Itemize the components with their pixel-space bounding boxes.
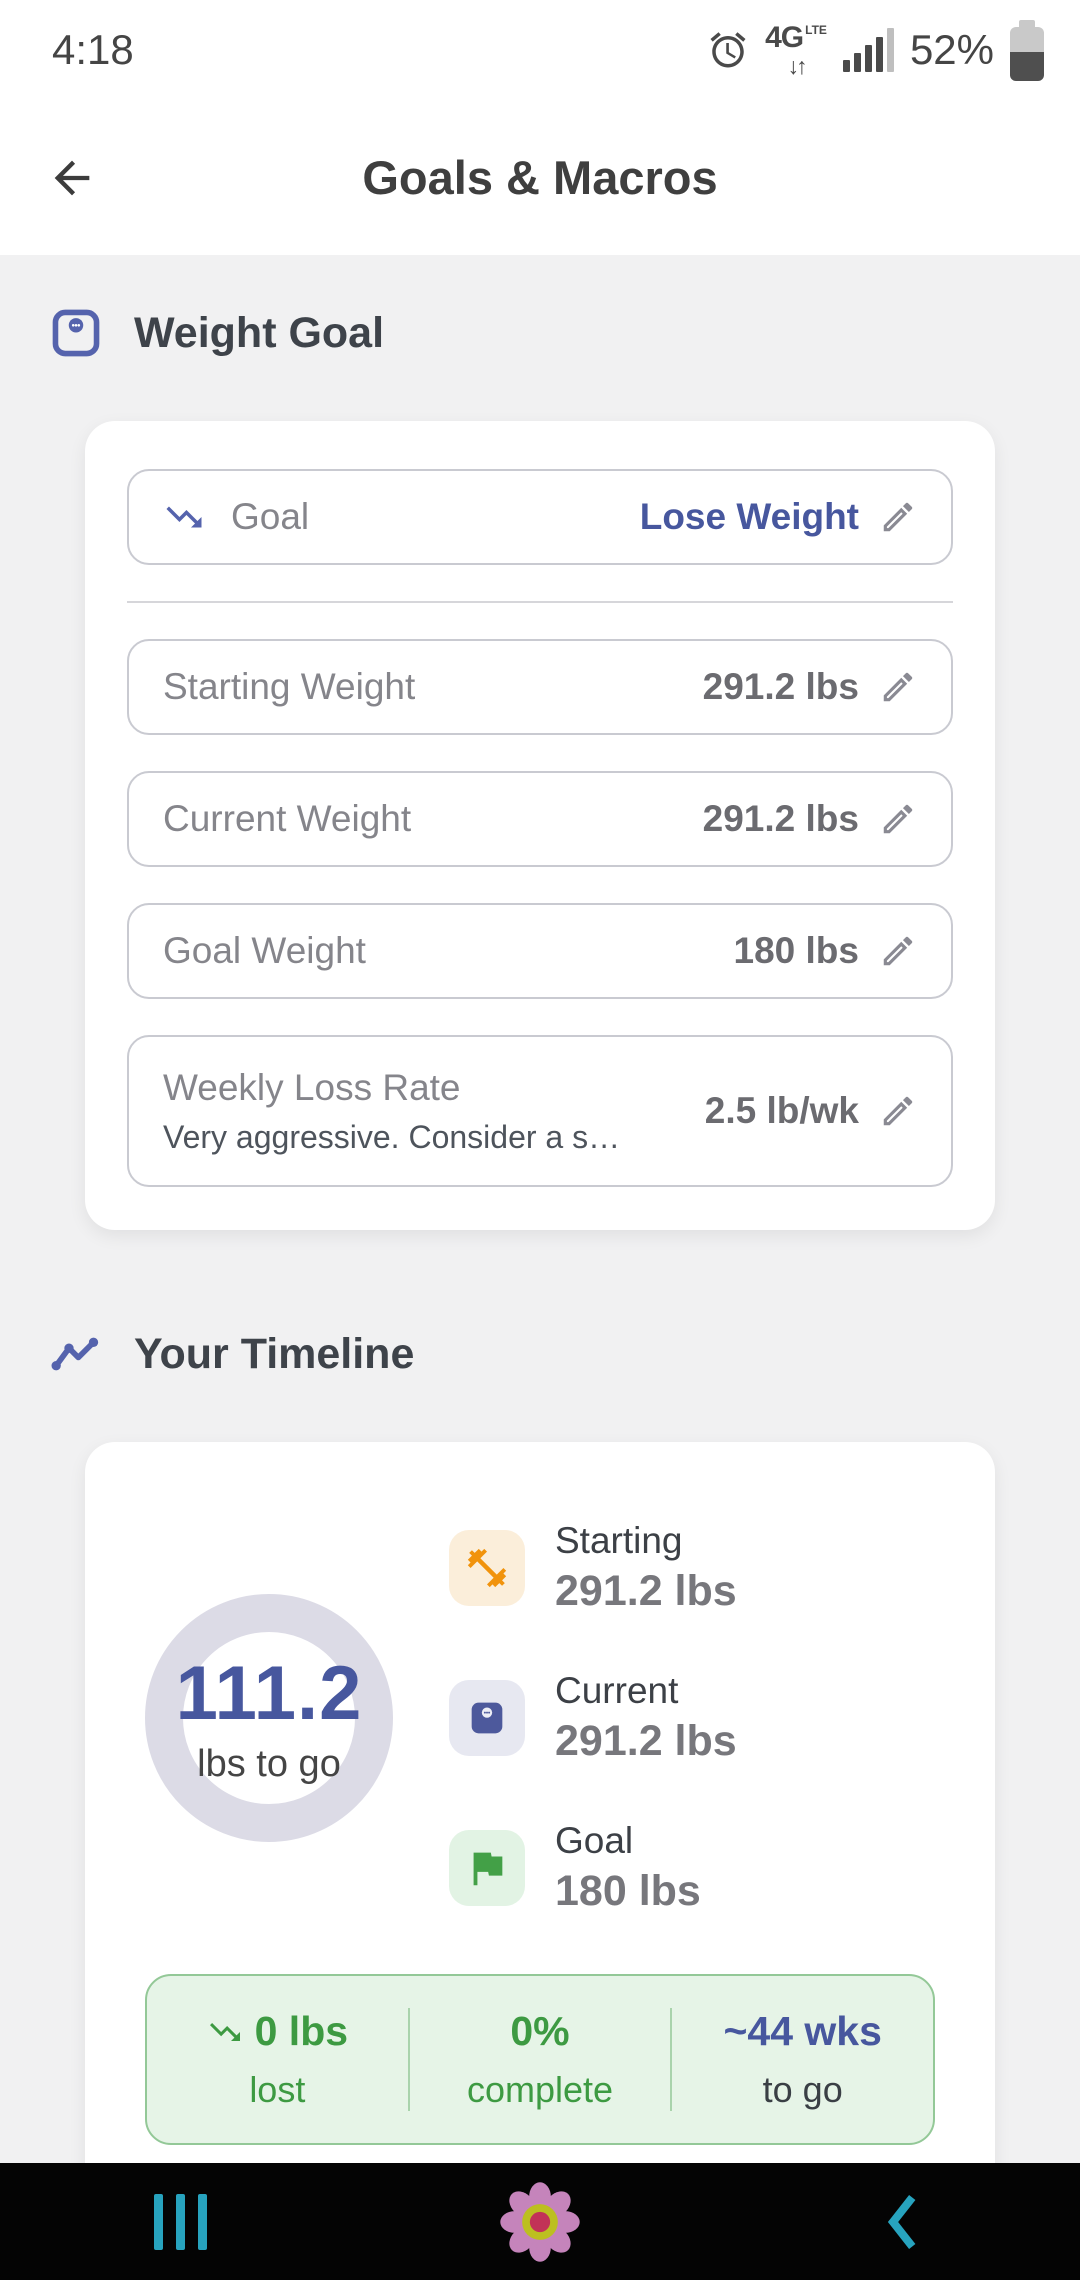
legend-item-current: Current 291.2 lbs <box>449 1670 737 1766</box>
weight-goal-section-header: Weight Goal <box>48 305 1080 361</box>
weekly-loss-rate-row[interactable]: Weekly Loss Rate Very aggressive. Consid… <box>127 1035 953 1187</box>
back-chevron-icon <box>887 2194 916 2249</box>
battery-icon <box>1010 19 1044 81</box>
edit-pencil-icon[interactable] <box>879 800 917 838</box>
battery-percent: 52% <box>909 26 994 73</box>
legend-value: 180 lbs <box>555 1867 701 1915</box>
alarm-icon <box>710 32 746 68</box>
goal-weight-label: Goal Weight <box>163 930 366 971</box>
legend-item-goal: Goal 180 lbs <box>449 1820 737 1916</box>
clock-time: 4:18 <box>52 26 134 73</box>
recent-apps-icon <box>153 2193 207 2250</box>
starting-weight-value: 291.2 lbs <box>702 666 859 707</box>
weight-scale-icon <box>52 309 100 357</box>
recent-apps-button[interactable] <box>0 2163 360 2280</box>
current-weight-value: 291.2 lbs <box>702 798 859 839</box>
home-button[interactable] <box>360 2163 720 2280</box>
edit-pencil-icon[interactable] <box>879 498 917 536</box>
arrow-left-icon <box>54 160 90 195</box>
stat-value: ~44 wks <box>723 2008 882 2054</box>
weekly-loss-rate-warning: Very aggressive. Consider a s… <box>163 1118 621 1155</box>
network-subtype: LTE <box>805 22 827 37</box>
page-title: Goals & Macros <box>362 151 718 204</box>
goal-label: Goal <box>231 496 310 537</box>
legend-label: Goal <box>555 1820 634 1861</box>
back-button[interactable] <box>44 150 100 206</box>
edit-pencil-icon[interactable] <box>879 668 917 706</box>
legend-value: 291.2 lbs <box>555 1717 737 1765</box>
timeline-card: 111.2 lbs to go Starting 291.2 lbs <box>85 1442 995 2201</box>
updown-arrows-icon: ↓↑ <box>787 52 808 79</box>
stat-weeks-to-go: ~44 wks to go <box>670 2008 933 2111</box>
lbs-to-go-caption: lbs to go <box>197 1743 341 1785</box>
weight-goal-card: Goal Lose Weight Starting Weight 291.2 l… <box>85 421 995 1230</box>
flag-icon <box>449 1830 525 1906</box>
flower-home-icon <box>500 2181 580 2262</box>
legend-value: 291.2 lbs <box>555 1567 737 1615</box>
stat-label: lost <box>249 2069 306 2110</box>
weekly-loss-rate-value: 2.5 lb/wk <box>704 1090 859 1131</box>
edit-pencil-icon[interactable] <box>879 932 917 970</box>
stat-label: to go <box>762 2069 843 2110</box>
divider <box>127 601 953 603</box>
legend-label: Starting <box>555 1520 683 1561</box>
back-nav-button[interactable] <box>720 2163 1080 2280</box>
current-weight-label: Current Weight <box>163 798 412 839</box>
goal-value: Lose Weight <box>639 496 859 537</box>
trending-down-icon <box>166 506 202 528</box>
goal-weight-row[interactable]: Goal Weight 180 lbs <box>127 903 953 999</box>
starting-weight-row[interactable]: Starting Weight 291.2 lbs <box>127 639 953 735</box>
line-chart-icon <box>51 1337 99 1371</box>
stat-lost: 0 lbs lost <box>147 2008 408 2111</box>
status-icons: 4G LTE ↓↑ 52% <box>707 19 1044 81</box>
dumbbell-icon <box>449 1530 525 1606</box>
scale-icon <box>449 1680 525 1756</box>
status-bar: 4:18 4G LTE ↓↑ 52% <box>0 0 1080 100</box>
starting-weight-label: Starting Weight <box>163 666 416 707</box>
trending-down-icon <box>209 2022 240 2041</box>
legend-label: Current <box>555 1670 679 1711</box>
current-weight-row[interactable]: Current Weight 291.2 lbs <box>127 771 953 867</box>
progress-stats-bar: 0 lbs lost 0% complete ~44 wks to go <box>145 1974 935 2145</box>
stat-value: 0% <box>510 2008 570 2054</box>
top-white-block: 4:18 4G LTE ↓↑ 52% Goals & Macros <box>0 0 1080 255</box>
section-title: Your Timeline <box>134 1329 415 1378</box>
section-title: Weight Goal <box>134 308 385 357</box>
goal-type-row[interactable]: Goal Lose Weight <box>127 469 953 565</box>
timeline-section-header: Your Timeline <box>48 1326 1080 1382</box>
lbs-to-go-value: 111.2 <box>175 1651 363 1736</box>
network-4g-lte-icon: 4G LTE ↓↑ <box>765 20 827 79</box>
android-nav-bar <box>0 2163 1080 2280</box>
stat-value: 0 lbs <box>254 2008 349 2054</box>
legend-item-starting: Starting 291.2 lbs <box>449 1520 737 1616</box>
goal-weight-value: 180 lbs <box>733 930 859 971</box>
timeline-legend: Starting 291.2 lbs Current 291.2 lbs <box>449 1520 737 1916</box>
signal-strength-icon <box>842 28 894 72</box>
stat-label: complete <box>466 2069 614 2110</box>
weekly-loss-rate-label: Weekly Loss Rate <box>163 1066 461 1108</box>
edit-pencil-icon[interactable] <box>879 1092 917 1130</box>
stat-complete: 0% complete <box>407 2008 671 2111</box>
progress-ring: 111.2 lbs to go <box>145 1594 393 1842</box>
app-header: Goals & Macros <box>0 100 1080 255</box>
network-type: 4G <box>765 20 804 54</box>
